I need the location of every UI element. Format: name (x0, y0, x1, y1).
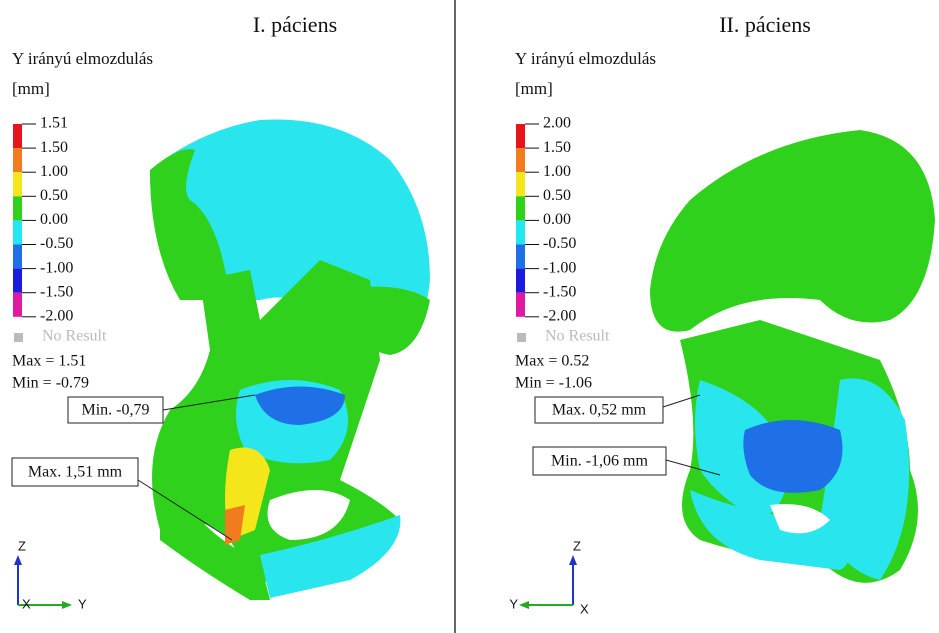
min-label: Min = -1.06 (515, 375, 592, 392)
legend-swatch (516, 245, 525, 269)
callout-label: Max. 1,51 mm (28, 464, 123, 481)
legend-label: 0.50 (543, 187, 571, 204)
legend-swatch (13, 269, 22, 293)
max-label: Max = 1.51 (12, 353, 86, 370)
axis-label: Y (78, 596, 87, 611)
axis-label: Z (18, 538, 26, 553)
min-label: Min = -0.79 (12, 375, 89, 392)
legend-label: 0.50 (40, 187, 68, 204)
legend-swatch (516, 269, 525, 293)
legend-swatch (13, 196, 22, 220)
legend-swatch (13, 220, 22, 244)
legend-swatch (13, 124, 22, 148)
legend-label: -1.50 (40, 283, 73, 300)
legend-swatch (516, 196, 525, 220)
legend-label: -1.00 (543, 259, 576, 276)
unit-label: [mm] (12, 79, 50, 98)
axis-label: Y (509, 596, 518, 611)
legend-swatch (13, 172, 22, 196)
legend-label: 2.00 (543, 115, 571, 132)
callout-label: Max. 0,52 mm (552, 402, 647, 419)
callout-label: Min. -0,79 (82, 402, 150, 419)
legend-swatch (13, 293, 22, 317)
no-result-swatch (14, 333, 23, 342)
quantity-label: Y irányú elmozdulás (12, 49, 153, 68)
legend-label: 1.50 (40, 139, 68, 156)
max-label: Max = 0.52 (515, 353, 589, 370)
axis-label: Z (573, 538, 581, 553)
unit-label: [mm] (515, 79, 553, 98)
legend-label: -2.00 (543, 307, 576, 324)
legend-swatch (516, 148, 525, 172)
legend-swatch (516, 124, 525, 148)
no-result-label: No Result (42, 328, 107, 345)
panel-title: I. páciens (253, 12, 337, 37)
legend-label: -0.50 (543, 235, 576, 252)
axis-label: X (580, 601, 589, 616)
legend-swatch (13, 148, 22, 172)
legend-label: 0.00 (40, 211, 68, 228)
legend-label: 1.00 (543, 163, 571, 180)
screenshot: I. páciens Y irányú elmozdulás [mm] 1.51 1.5… (0, 0, 939, 633)
legend-swatch (516, 172, 525, 196)
legend-label: -1.50 (543, 283, 576, 300)
legend-label: -0.50 (40, 235, 73, 252)
no-result-label: No Result (545, 328, 610, 345)
panel-title: II. páciens (719, 12, 811, 37)
legend-swatch (516, 220, 525, 244)
callout-label: Min. -1,06 mm (551, 453, 648, 470)
legend-swatch (516, 293, 525, 317)
quantity-label: Y irányú elmozdulás (515, 49, 656, 68)
no-result-swatch (517, 333, 526, 342)
legend-label: -1.00 (40, 259, 73, 276)
legend-label: 1.00 (40, 163, 68, 180)
axis-label: X (22, 596, 31, 611)
legend-swatch (13, 245, 22, 269)
legend-label: 1.51 (40, 115, 68, 132)
legend-label: 1.50 (543, 139, 571, 156)
legend-label: -2.00 (40, 307, 73, 324)
legend-label: 0.00 (543, 211, 571, 228)
